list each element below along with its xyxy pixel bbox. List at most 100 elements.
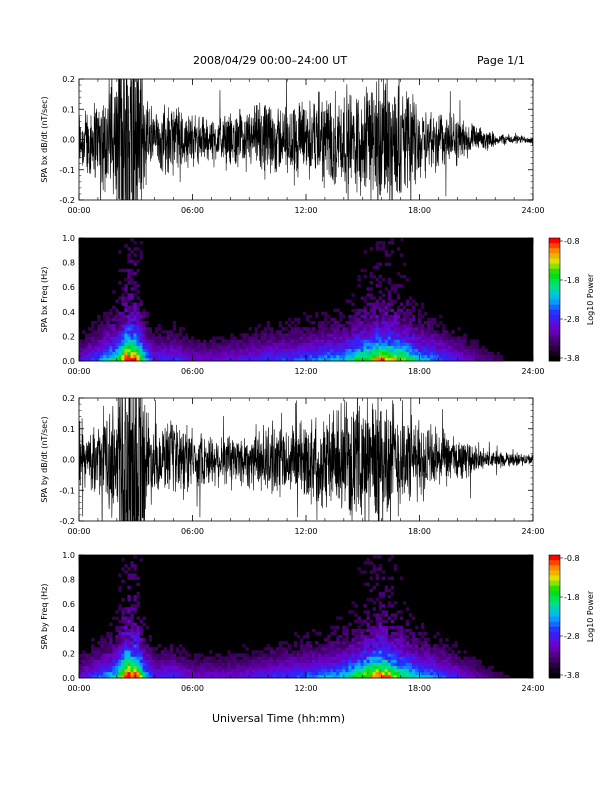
spectrogram-cell (109, 641, 113, 645)
spectrogram-cell (230, 653, 234, 657)
spectrogram-cell (281, 357, 286, 362)
spectrogram-cell (366, 287, 370, 291)
spectrogram-cell (408, 348, 413, 353)
spectrogram-cell (118, 321, 122, 325)
spectrogram-cell (175, 665, 180, 670)
spectrogram-cell (390, 674, 395, 679)
spectrogram-cell (263, 330, 267, 334)
spectrogram-cell (139, 250, 143, 254)
spectrogram-cell (424, 357, 428, 362)
spectrogram-cell (399, 324, 404, 328)
spectrogram-cell (481, 671, 485, 676)
spectrogram-cell (427, 321, 431, 325)
spectrogram-cell (375, 336, 379, 340)
colorbar-segment (549, 335, 560, 341)
spectrogram-cell (299, 354, 304, 359)
spectrogram-cell (197, 668, 201, 673)
spectrogram-cell (424, 644, 428, 648)
spectrogram-cell (442, 336, 446, 340)
spectrogram-cell (345, 634, 349, 639)
spectrogram-cell (260, 357, 264, 362)
colorbar-segment (549, 642, 560, 648)
spectrogram-cell (439, 351, 443, 356)
spectrogram-cell (169, 656, 174, 660)
spectrogram-cell (142, 327, 146, 331)
spectrogram-cell (97, 351, 101, 356)
spectrogram-cell (290, 321, 295, 325)
spectrogram-cell (390, 333, 395, 337)
spectrogram-cell (136, 591, 140, 596)
spectrogram-cell (136, 311, 140, 316)
spectrogram-cell (363, 330, 367, 334)
spectrogram-cell (124, 607, 128, 611)
spectrogram-cell (469, 659, 473, 663)
spectrogram-cell (94, 339, 98, 343)
spectrogram-cell (124, 570, 128, 574)
spectrogram-cell (284, 653, 289, 657)
spectrogram-cell (272, 668, 277, 673)
spectrogram-cell (160, 671, 165, 676)
spectrogram-cell (121, 302, 125, 306)
spectrogram-cell (421, 354, 425, 359)
spectrogram-cell (357, 616, 361, 620)
spectrogram-cell (148, 354, 152, 359)
spectrogram-cell (457, 336, 461, 340)
spectrogram-cell (190, 339, 195, 343)
spectrogram-cell (463, 659, 467, 663)
spectrogram-cell (378, 650, 382, 654)
spectrogram-cell (85, 336, 89, 340)
spectrogram-cell (375, 314, 379, 319)
spectrogram-cell (424, 656, 428, 660)
spectrogram-cell (272, 354, 277, 359)
spectrogram-cell (306, 650, 310, 654)
spectrogram-cell (348, 357, 352, 362)
spectrogram-cell (154, 662, 158, 667)
spectrogram-cell (124, 317, 128, 322)
y-tick-label: 0.0 (62, 136, 75, 145)
spectrogram-cell (175, 662, 180, 667)
spectrogram-cell (390, 357, 395, 362)
spectrogram-cell (372, 348, 376, 353)
spectrogram-cell (203, 354, 207, 359)
spectrogram-cell (448, 647, 452, 651)
spectrogram-cell (351, 650, 355, 654)
spectrogram-cell (269, 357, 274, 362)
spectrogram-cell (424, 342, 428, 346)
spectrogram-cell (209, 345, 213, 350)
spectrogram-cell (342, 336, 346, 340)
spectrogram-cell (421, 631, 425, 636)
spectrogram-cell (85, 659, 89, 663)
spectrogram-cell (472, 351, 476, 356)
spectrogram-cell (321, 339, 325, 343)
spectrogram-cell (454, 674, 458, 679)
spectrogram-cell (236, 665, 240, 670)
spectrogram-cell (466, 659, 470, 663)
spectrogram-cell (417, 641, 422, 645)
spectrogram-cell (127, 585, 131, 590)
spectrogram-cell (269, 653, 274, 657)
spectrogram-cell (357, 674, 361, 679)
spectrogram-cell (339, 311, 343, 316)
spectrogram-cell (148, 647, 152, 651)
spectrogram-cell (221, 656, 225, 660)
spectrogram-cell (381, 305, 385, 310)
spectrogram-cell (372, 638, 376, 642)
spectrogram-cell (448, 345, 452, 350)
spectrogram-cell (430, 324, 434, 328)
spectrogram-cell (130, 250, 134, 254)
spectrogram-cell (184, 671, 189, 676)
spectrogram-cell (405, 619, 410, 623)
spectrogram-cell (354, 330, 358, 334)
spectrogram-cell (124, 668, 128, 673)
spectrogram-cell (121, 674, 125, 679)
spectrogram-cell (121, 317, 125, 322)
spectrogram-cell (157, 644, 162, 648)
spectrogram-cell (457, 662, 461, 667)
spectrogram-cell (430, 333, 434, 337)
spectrogram-cell (166, 659, 171, 663)
y-tick-label: 0.2 (62, 394, 75, 403)
spectrogram-cell (194, 662, 198, 667)
spectrogram-cell (414, 302, 419, 306)
spectrogram-cell (378, 625, 382, 630)
spectrogram-cell (302, 665, 307, 670)
